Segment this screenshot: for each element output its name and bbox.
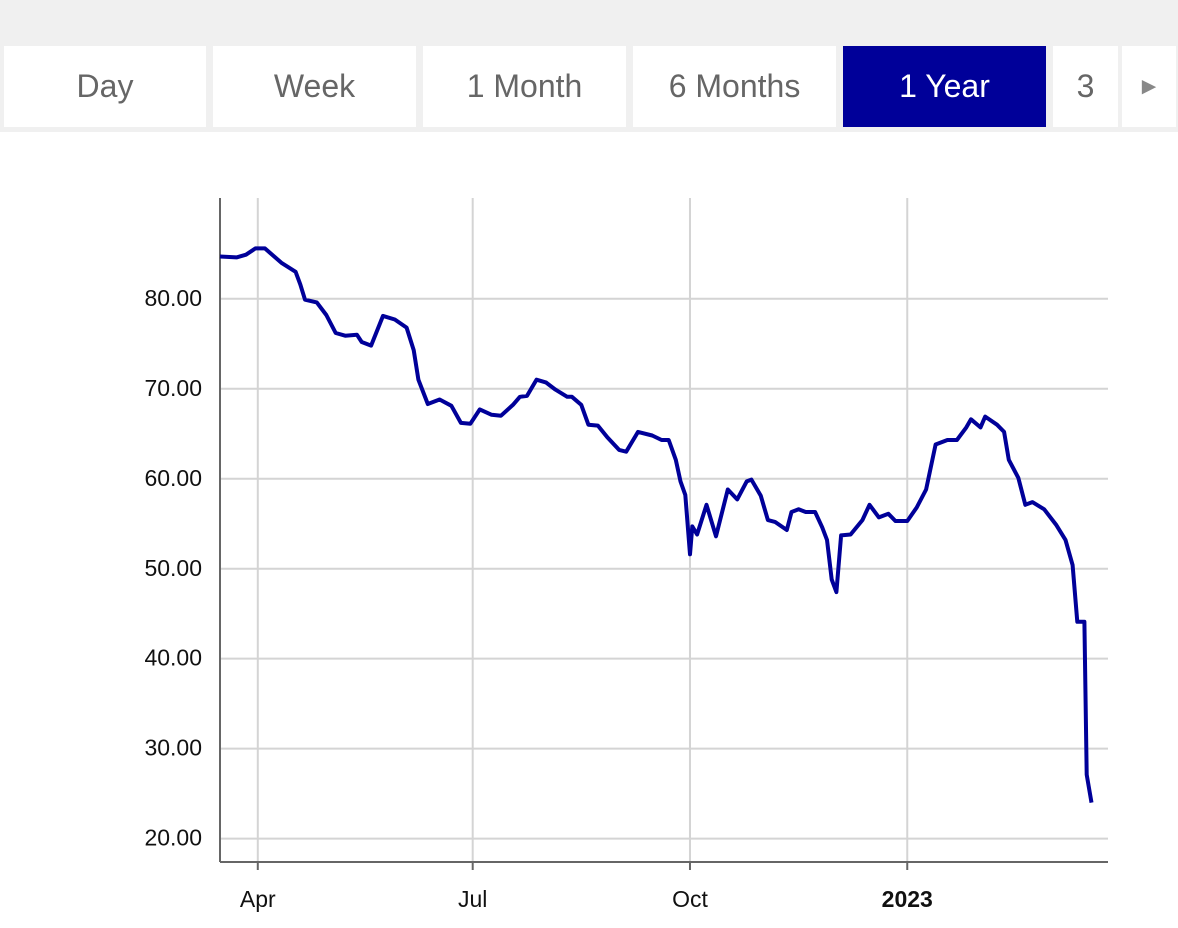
y-tick-label: 70.00 — [144, 375, 202, 401]
top-bar — [0, 0, 1178, 42]
y-tick-label: 50.00 — [144, 555, 202, 581]
range-tab[interactable]: 1 Year — [843, 46, 1046, 127]
range-tab[interactable]: 1 Month — [423, 46, 626, 127]
x-tick-label: Oct — [672, 886, 708, 912]
range-tabs: ► Day Week 1 Month 6 Months 1 Year 3 — [0, 42, 1178, 132]
y-tick-label: 80.00 — [144, 285, 202, 311]
x-tick-label: 2023 — [882, 886, 933, 912]
x-tick-label: Apr — [240, 886, 276, 912]
price-line — [219, 246, 1094, 803]
range-tab[interactable]: 6 Months — [633, 46, 836, 127]
y-tick-label: 40.00 — [144, 645, 202, 671]
y-tick-label: 30.00 — [144, 735, 202, 761]
scroll-right-button[interactable]: ► — [1122, 46, 1176, 127]
y-tick-label: 20.00 — [144, 825, 202, 851]
range-tab[interactable]: 3 — [1053, 46, 1118, 127]
x-tick-label: Jul — [458, 886, 487, 912]
range-tab[interactable]: Week — [213, 46, 416, 127]
range-tab[interactable]: Day — [4, 46, 206, 127]
y-tick-label: 60.00 — [144, 465, 202, 491]
